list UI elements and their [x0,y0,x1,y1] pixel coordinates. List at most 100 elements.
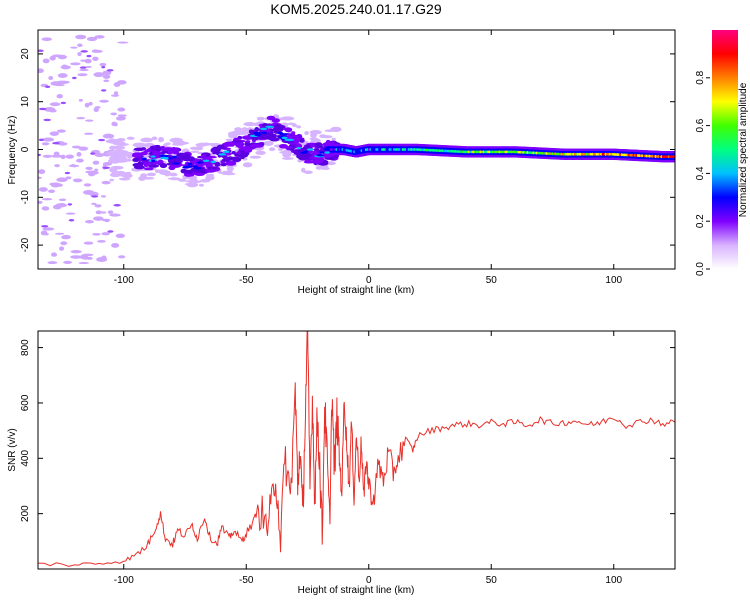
spectrogram-blob [53,151,60,156]
spectrogram-blob [306,148,314,151]
spectrogram-blob [82,253,94,257]
spectrogram-blob [72,178,83,183]
spectrogram-blob [320,167,330,170]
spectrogram-blob [55,203,68,208]
spectrogram-blob [225,150,230,153]
spectrogram-blob [102,166,111,170]
spectrogram-blob [237,145,245,149]
spectrogram-blob [51,252,58,257]
spectrogram-blob [65,176,72,180]
spectrogram-y-tick-label: -20 [20,237,31,252]
spectrogram-blob [84,219,95,224]
spectrogram-blob [110,112,118,116]
spectrogram-blob [103,79,110,83]
spectrogram-blob [198,183,205,187]
spectrogram-blob [291,123,297,128]
spectrogram-blob [265,125,275,129]
spectrogram-blob [76,158,84,163]
spectrogram-blob [63,260,73,264]
spectrogram-blob [140,159,149,162]
spectrogram-blob [115,233,125,239]
spectrogram-blob [221,158,230,162]
spectrogram-blob [48,189,56,194]
spectrogram-blob [252,131,261,135]
spectrogram-blob [301,152,313,158]
spectrogram-blob [282,152,292,158]
spectrogram-blob [142,176,155,180]
spectrogram-blob [170,138,178,141]
spectrogram-blob [41,198,53,201]
spectrogram-blob [115,142,129,146]
spectrogram-blob [126,136,135,140]
spectrogram-blob [52,141,60,145]
spectrogram-blob [236,141,245,147]
spectrogram-blob [38,138,44,142]
spectrogram-blob [113,91,119,96]
spectrogram-y-tick-label: 20 [20,48,31,60]
spectrogram-blob [43,118,52,122]
colorbar-tick-label: 0.8 [695,70,706,84]
spectrogram-blob [57,54,68,60]
spectrogram-blob [77,43,83,48]
spectrogram-blob [282,127,291,131]
spectrogram-blob [158,154,169,158]
spectrogram-blob [211,146,222,152]
spectrogram-blob [67,203,73,206]
spectrogram-blob [75,34,87,40]
spectrogram-blob [314,142,323,148]
spectrogram-blob [170,164,181,168]
spectrogram-blob [245,140,251,143]
spectrogram-blob [296,125,302,129]
spectrogram-blob [77,73,88,77]
spectrogram-blob [60,154,66,160]
spectrogram-blob [42,58,50,64]
spectrogram-blob [85,119,94,122]
spectrogram-blob [88,101,93,106]
spectrogram-blob [311,159,323,164]
spectrogram-y-tick-label: -10 [20,190,31,205]
spectrogram-blob [104,219,110,223]
spectrogram-blob [88,171,96,177]
snr-plot-area [38,331,675,569]
spectrogram-blob [281,136,288,140]
spectrogram-blob [152,151,162,156]
spectrogram-blob [220,162,227,167]
spectrogram-blob [296,146,301,150]
spectrogram-blob [100,211,107,214]
spectrogram-blob [76,116,86,120]
spectrogram-blob [51,154,63,158]
spectrogram-blob [83,241,94,245]
spectrogram-blob [272,124,284,128]
spectrogram-blob [65,154,75,159]
spectrogram-blob [72,76,77,80]
spectrogram-blob [42,154,53,158]
spectrogram-blob [86,54,92,58]
spectrogram-blob [131,152,142,158]
spectrogram-blob [38,187,48,192]
spectrogram-blob [41,206,50,211]
spectrogram-blob [269,147,276,152]
spectrogram-blob [671,150,675,154]
spectrogram-blob [105,139,119,144]
spectrogram-blob [279,133,288,136]
spectrogram-y-tick-label: 10 [20,96,31,108]
spectrogram-blob [117,153,124,158]
spectrogram-blob [181,157,192,162]
spectrogram-blob [113,82,121,88]
spectrogram-blob [132,157,140,163]
spectrogram-blob [166,150,173,155]
spectrogram-blob [76,152,82,157]
snr-panel: -100 -50 0 50 100 200 400 600 800 Height of str… [7,330,676,596]
spectrogram-blob [256,116,265,121]
spectrogram-blob [38,200,43,204]
spectrogram-blob [259,127,268,131]
spectrogram-blob [70,62,81,66]
spectrogram-x-tick-label: 50 [486,275,498,286]
spectrogram-blob [79,68,89,72]
spectrogram-blob [110,94,120,97]
spectrogram-blob [94,168,99,172]
spectrogram-blob [70,250,82,254]
spectrogram-blob [190,172,195,177]
snr-y-label: SNR (v/v) [7,428,18,471]
spectrogram-blob [94,204,102,208]
